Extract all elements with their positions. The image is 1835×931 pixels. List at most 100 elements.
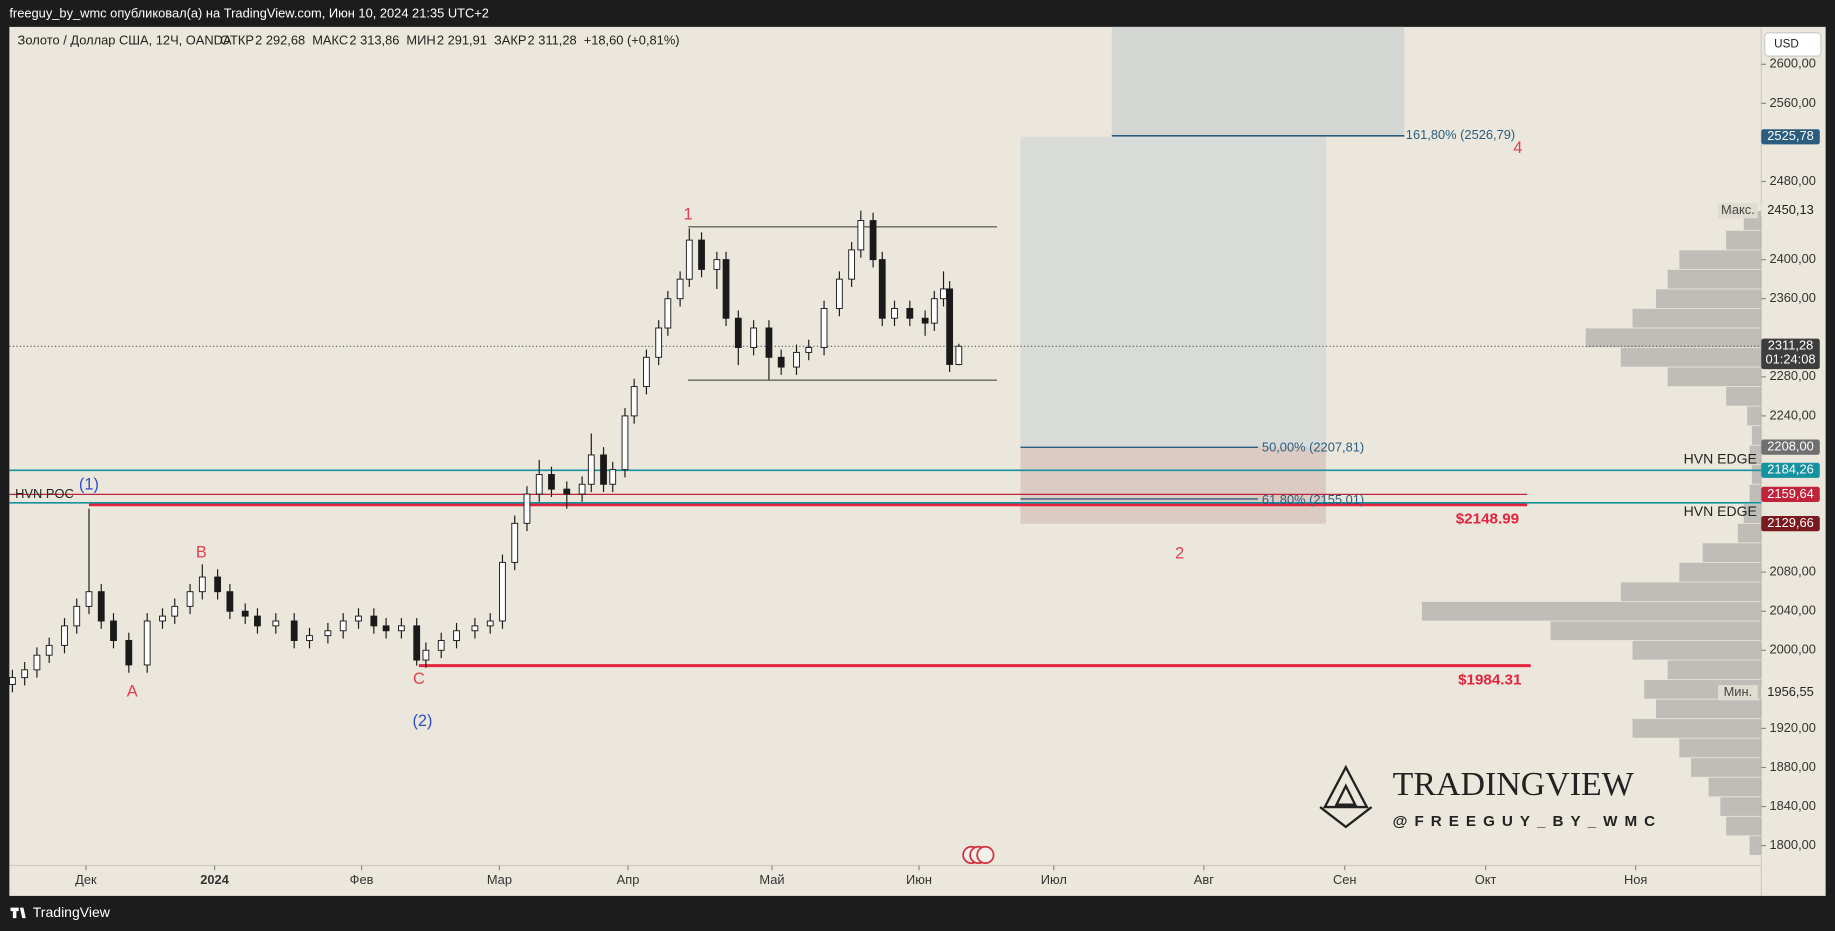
price-label: 1956,55: [1767, 684, 1813, 699]
currency: USD: [1774, 38, 1799, 51]
annotation: 61,80% (2155,01): [1262, 492, 1364, 507]
volume-profile-bar: [1667, 660, 1762, 680]
volume-profile-bar: [1751, 465, 1762, 484]
annotation: $2148.99: [1456, 510, 1519, 527]
candle-body: [563, 488, 571, 495]
candle-body: [891, 307, 898, 319]
x-tick-label: Июн: [906, 872, 932, 887]
candle-body: [45, 644, 53, 656]
candle-body: [61, 625, 68, 646]
volume-profile-bar: [1421, 601, 1762, 621]
candle-body: [97, 591, 105, 622]
candle-body: [835, 278, 843, 309]
candle-body: [848, 249, 856, 280]
annotation: 1: [684, 206, 693, 224]
candle-body: [946, 288, 954, 365]
annotation: HVN EDGE: [1684, 450, 1757, 466]
candle-body: [820, 307, 828, 348]
ohlc-legend: 2 292,68: [255, 32, 305, 47]
ohlc-legend: МАКС: [312, 32, 348, 47]
price-note: Мин.: [1724, 684, 1753, 699]
candle-body: [713, 259, 721, 270]
ohlc-legend: +18,60 (+0,81%): [584, 32, 680, 47]
candle-body: [777, 356, 785, 368]
y-tick-label: 1920,00: [1769, 720, 1815, 735]
volume-profile-bar: [1655, 699, 1762, 719]
candle-body: [186, 591, 194, 607]
price-label: 2184,26: [1767, 462, 1813, 477]
candle-body: [676, 278, 684, 300]
price-label: 2129,66: [1767, 515, 1813, 530]
candle-body: [73, 605, 81, 627]
price-label-box: [1761, 685, 1820, 701]
y-tick-label: 2560,00: [1769, 95, 1815, 110]
volume-profile-bar: [1620, 582, 1762, 602]
candle-body: [382, 625, 390, 632]
volume-profile-bar: [1585, 328, 1762, 348]
watermark-title: TRADINGVIEW: [1393, 766, 1634, 803]
candle-body: [722, 259, 730, 319]
footer-brand: TradingView: [33, 904, 111, 920]
volume-profile-bar: [1743, 504, 1762, 523]
y-tick-label: 1800,00: [1769, 837, 1815, 852]
symbol-title: Золото / Доллар США, 12Ч, OANDA: [18, 32, 232, 47]
y-tick-label: 2280,00: [1769, 368, 1815, 383]
volume-profile-bar: [1632, 719, 1762, 738]
volume-profile-bar: [1726, 816, 1762, 836]
candle-body: [125, 640, 133, 666]
annotation: HVN EDGE: [1684, 503, 1757, 519]
candle-body: [254, 615, 261, 627]
price-label: 2450,13: [1767, 202, 1813, 217]
volume-profile-bar: [1747, 406, 1762, 426]
x-tick-label: Июл: [1041, 872, 1067, 887]
volume-profile-bar: [1737, 523, 1762, 543]
price-label: 2159,64: [1767, 486, 1813, 501]
y-tick-label: 2400,00: [1769, 251, 1815, 266]
candle-body: [857, 220, 865, 251]
volume-profile-bar: [1550, 621, 1762, 641]
price-label: 2311,28: [1768, 338, 1814, 353]
x-tick-label: Ноя: [1624, 872, 1647, 887]
watermark-logo: [1319, 764, 1373, 829]
candle-body: [422, 649, 430, 661]
candle-body: [110, 620, 117, 641]
candle-body: [548, 474, 555, 490]
x-tick-label: Апр: [617, 872, 640, 887]
candle-body: [486, 620, 494, 627]
y-tick-label: 2480,00: [1769, 173, 1815, 188]
event-icon: [976, 845, 995, 865]
candle-body: [523, 493, 531, 524]
candle-body: [355, 615, 362, 622]
volume-profile-bar: [1667, 367, 1762, 387]
candle-body: [33, 654, 41, 671]
y-tick-label: 2600,00: [1769, 56, 1815, 71]
candle-body: [906, 307, 914, 319]
price-note-box: [1717, 685, 1758, 701]
candle-body: [272, 620, 280, 627]
candle-body: [750, 327, 758, 348]
candle-body: [765, 327, 773, 358]
ohlc-legend: 2 311,28: [528, 32, 577, 47]
candle-body: [9, 677, 16, 685]
candle-body: [655, 327, 663, 358]
candle-body: [643, 356, 650, 388]
volume-profile-bar: [1632, 640, 1762, 660]
candle-body: [578, 483, 586, 495]
annotation: 50,00% (2207,81): [1262, 439, 1364, 454]
volume-profile-bar: [1726, 230, 1762, 250]
candle-body: [621, 415, 629, 471]
candle-body: [698, 239, 705, 270]
candle-body: [685, 239, 693, 280]
y-tick-label: 2000,00: [1769, 642, 1815, 657]
x-tick-label: Май: [759, 872, 784, 887]
candle-body: [437, 640, 445, 651]
candle-body: [878, 259, 886, 319]
price-note-box: [1717, 203, 1758, 219]
price-label-box: [1761, 338, 1820, 370]
candle-body: [535, 474, 543, 495]
annotation: HVN POC: [15, 486, 74, 501]
annotation: (1): [79, 476, 99, 494]
candle-body: [664, 298, 672, 329]
price-label-box: [1761, 516, 1820, 532]
